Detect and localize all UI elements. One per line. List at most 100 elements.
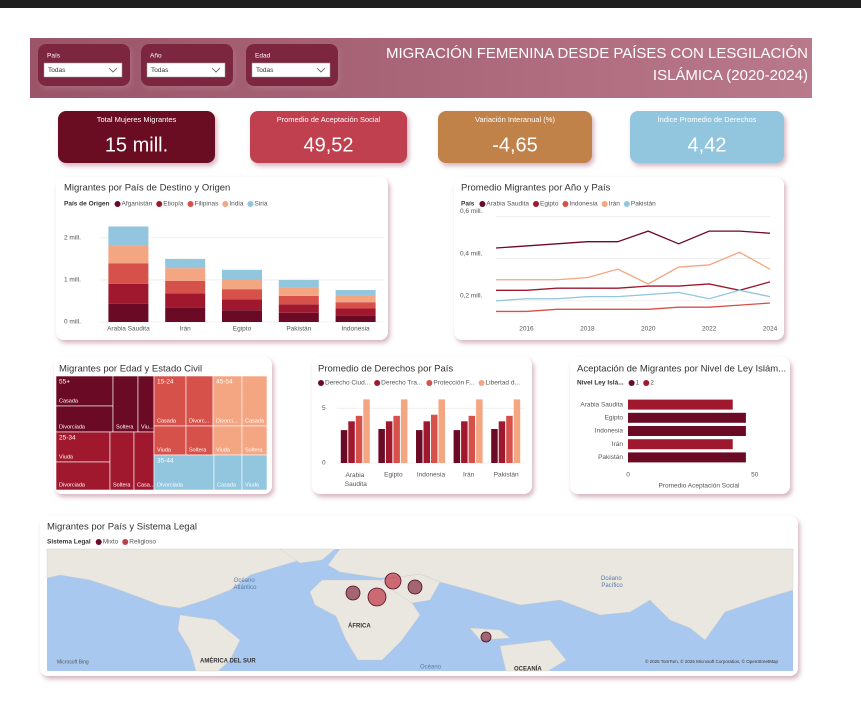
legend-label: India — [229, 201, 243, 208]
dropdown-chevron — [211, 67, 221, 73]
legend-label: Libertad d... — [486, 380, 521, 387]
treemap-cell — [153, 425, 187, 456]
filter-label: Edad — [255, 53, 271, 60]
treemap-cell — [213, 454, 243, 491]
x-tick-label: 2024 — [763, 326, 778, 333]
filter-dropdown[interactable] — [43, 62, 123, 78]
map-bubble[interactable] — [345, 585, 361, 601]
legend-marker — [426, 380, 433, 386]
map-bubble[interactable] — [367, 587, 387, 607]
filter-dropdown[interactable] — [146, 62, 226, 78]
map-land — [499, 639, 567, 672]
y-tick-label: 0,6 mill. — [460, 208, 483, 215]
kpi-label: Promedio de Aceptación Social — [277, 115, 381, 124]
x-tick-label: Indonesia — [341, 326, 370, 333]
x-tick-label: 2018 — [580, 326, 595, 333]
bar-segment — [108, 226, 149, 246]
legend-label: Etiopía — [163, 201, 184, 208]
bar-segment — [165, 307, 206, 322]
x-tick-label: Irán — [463, 472, 475, 479]
treemap-cell — [153, 454, 215, 491]
legend-title: País — [461, 201, 475, 208]
bar — [423, 421, 430, 463]
y-tick-label: Egipto — [605, 415, 624, 422]
chart-title: Aceptación de Migrantes por Nivel de Ley… — [577, 364, 786, 375]
kpi-value: 15 mill. — [105, 134, 168, 156]
bar-segment — [278, 295, 319, 305]
bar — [461, 421, 468, 463]
line-series — [495, 230, 771, 249]
bar-segment — [222, 299, 262, 311]
dropdown-chevron — [316, 67, 326, 73]
bar-segment — [108, 283, 149, 304]
y-tick-label: 0 mill. — [64, 319, 81, 326]
line-series — [496, 251, 771, 285]
legend-label: Filipinas — [195, 201, 220, 208]
treemap-cell-label: Casada — [59, 398, 79, 404]
treemap-group-label: 35-44 — [157, 458, 174, 465]
bar — [476, 399, 483, 463]
legend-label: Pakistán — [631, 201, 656, 208]
dropdown-chevron — [108, 67, 118, 73]
map-brand: Microsoft Bing — [57, 659, 89, 665]
kpi-card — [58, 111, 215, 163]
bar — [400, 399, 408, 463]
bar-segment — [165, 280, 206, 294]
legend-marker — [628, 380, 635, 386]
x-tick-label: Egipto — [233, 326, 252, 333]
legend-label: Afganistán — [122, 201, 153, 208]
legend-marker — [601, 201, 608, 207]
x-tick-label: 2022 — [702, 326, 717, 333]
legend-title: Sistema Legal — [47, 539, 91, 546]
map-bubble[interactable] — [384, 572, 402, 590]
chart-title: Promedio de Derechos por País — [318, 364, 453, 375]
legend-marker — [222, 201, 229, 207]
dashboard-title: ISLÁMICA (2020-2024) — [653, 67, 808, 84]
bar-segment — [335, 290, 376, 296]
treemap-cell-label: Soltera — [189, 447, 207, 453]
dashboard-title: MIGRACIÓN FEMENINA DESDE PAÍSES CON LESG… — [386, 45, 808, 62]
legend-label: Mixto — [103, 539, 119, 546]
map-bubble[interactable] — [407, 579, 423, 595]
bar — [513, 399, 521, 463]
treemap-cell — [212, 375, 243, 427]
chart-title: Migrantes por Edad y Estado Civil — [59, 364, 202, 375]
filter-dropdown[interactable] — [251, 62, 331, 78]
line-series — [496, 281, 771, 291]
bar-segment — [165, 293, 206, 308]
bar-segment — [108, 263, 149, 284]
treemap-cell-label: Casa... — [137, 482, 155, 488]
map-attribution: © 2025 TomTom, © 2025 Microsoft Corporat… — [645, 658, 778, 664]
bar — [453, 430, 461, 463]
treemap-cell — [55, 461, 111, 491]
legend-title: País de Origen — [64, 201, 110, 208]
treemap-cell-label: Divorciada — [157, 482, 184, 488]
legend-label: Derecho Ciud... — [325, 380, 370, 387]
bar — [628, 399, 733, 410]
bar-segment — [335, 295, 376, 303]
treemap-group-label: 15-24 — [157, 379, 174, 386]
treemap-cell-label: Divorciada — [59, 482, 86, 488]
bar-segment — [278, 312, 319, 322]
treemap-cell-label: Viuda — [245, 482, 260, 488]
x-tick-label: Arabia Saudita — [107, 326, 150, 333]
line-series — [495, 289, 771, 302]
legend-marker — [122, 539, 129, 545]
y-tick-label: Arabia Saudita — [580, 401, 623, 408]
kpi-card — [438, 111, 592, 163]
bar-segment — [278, 287, 319, 296]
map-label: Océano Atlántico — [233, 578, 257, 591]
map-bubble[interactable] — [480, 631, 492, 643]
legend-label: Derecho Tra... — [381, 380, 422, 387]
filter-label: Año — [150, 53, 162, 60]
treemap-cell — [112, 375, 139, 433]
treemap-cell-label: Soltera — [245, 447, 263, 453]
kpi-value: 4,42 — [688, 134, 727, 156]
kpi-card — [250, 111, 407, 163]
treemap-cell — [133, 431, 155, 491]
bar — [491, 429, 498, 463]
treemap-cell — [109, 431, 135, 491]
bar-segment — [335, 308, 376, 316]
treemap-cell-label: Divorci... — [216, 418, 238, 424]
